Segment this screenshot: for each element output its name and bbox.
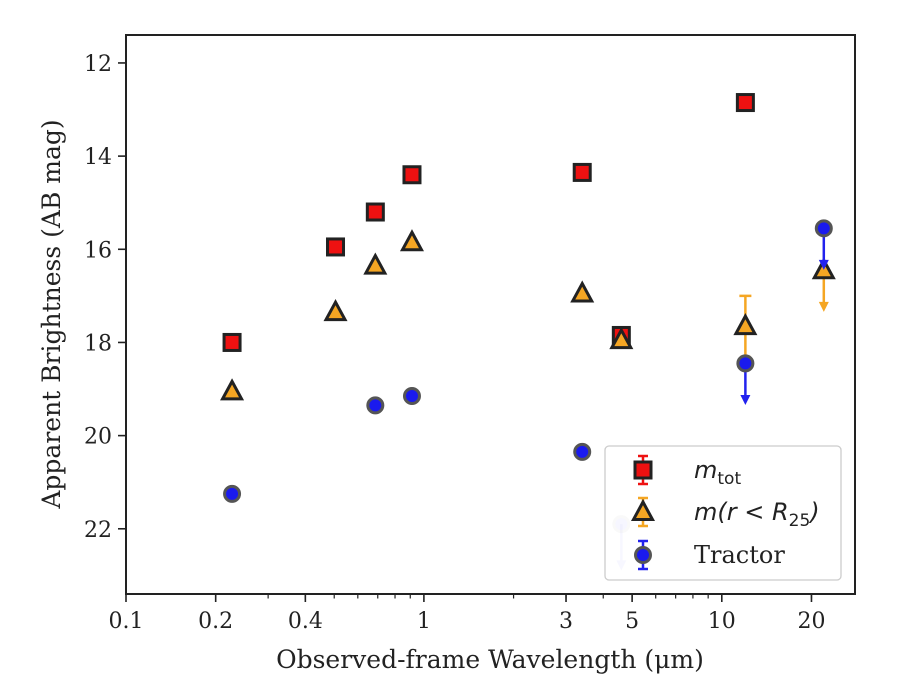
data-point: [735, 93, 755, 113]
data-point: [814, 219, 833, 238]
data-point: [365, 202, 385, 222]
data-marks: [220, 93, 836, 571]
legend-marker: [633, 460, 653, 480]
y-tick-label: 16: [84, 238, 112, 263]
legend: mtot m(r < R25) Tractor: [604, 445, 842, 581]
data-point: [609, 326, 634, 350]
data-point: [399, 229, 425, 252]
legend-entry: m(r < R25): [630, 496, 820, 531]
data-point: [363, 252, 388, 275]
legend-entry: mtot: [633, 454, 741, 489]
y-tick-label: 22: [84, 518, 112, 543]
axis-ticks: 0.1 0.2 0.4 1 3 5 10 20 12 14 16 18 20 22: [84, 52, 825, 634]
x-tick-label: 0.4: [288, 609, 323, 634]
series-mtot: [222, 93, 755, 352]
legend-marker: [630, 498, 656, 521]
data-point: [222, 332, 242, 352]
data-point: [570, 280, 595, 303]
legend-label: Tractor: [694, 541, 785, 569]
legend-label: m(r < R25): [694, 498, 820, 531]
y-tick-label: 18: [84, 331, 112, 356]
x-tick-label: 10: [708, 609, 736, 634]
y-axis-label: Apparent Brightness (AB mag): [37, 119, 66, 509]
data-point: [573, 442, 592, 461]
legend-entry: Tractor: [634, 539, 785, 571]
data-point: [326, 237, 346, 257]
y-tick-label: 14: [84, 145, 112, 170]
data-point: [402, 165, 422, 185]
data-point: [323, 299, 348, 322]
y-tick-label: 20: [84, 425, 112, 450]
legend-label: mtot: [694, 456, 741, 489]
data-point: [366, 396, 385, 415]
legend-box: [604, 445, 842, 581]
x-tick-label: 0.1: [109, 609, 144, 634]
series-tractor: [223, 219, 833, 571]
legend-marker: [634, 546, 652, 564]
x-tick-label: 20: [797, 609, 825, 634]
data-point: [220, 378, 245, 401]
x-tick-label: 1: [417, 609, 431, 634]
x-tick-label: 0.2: [198, 609, 233, 634]
data-point: [402, 387, 421, 406]
x-axis-label: Observed-frame Wavelength (μm): [276, 645, 704, 674]
x-tick-label: 5: [625, 609, 639, 634]
plot-frame: [125, 34, 856, 595]
y-tick-label: 12: [84, 52, 112, 77]
data-point: [572, 162, 592, 182]
data-point: [223, 484, 242, 503]
data-point: [736, 354, 755, 373]
series-m-r25: [220, 229, 836, 401]
data-point: [733, 313, 758, 336]
x-tick-label: 3: [559, 609, 573, 634]
